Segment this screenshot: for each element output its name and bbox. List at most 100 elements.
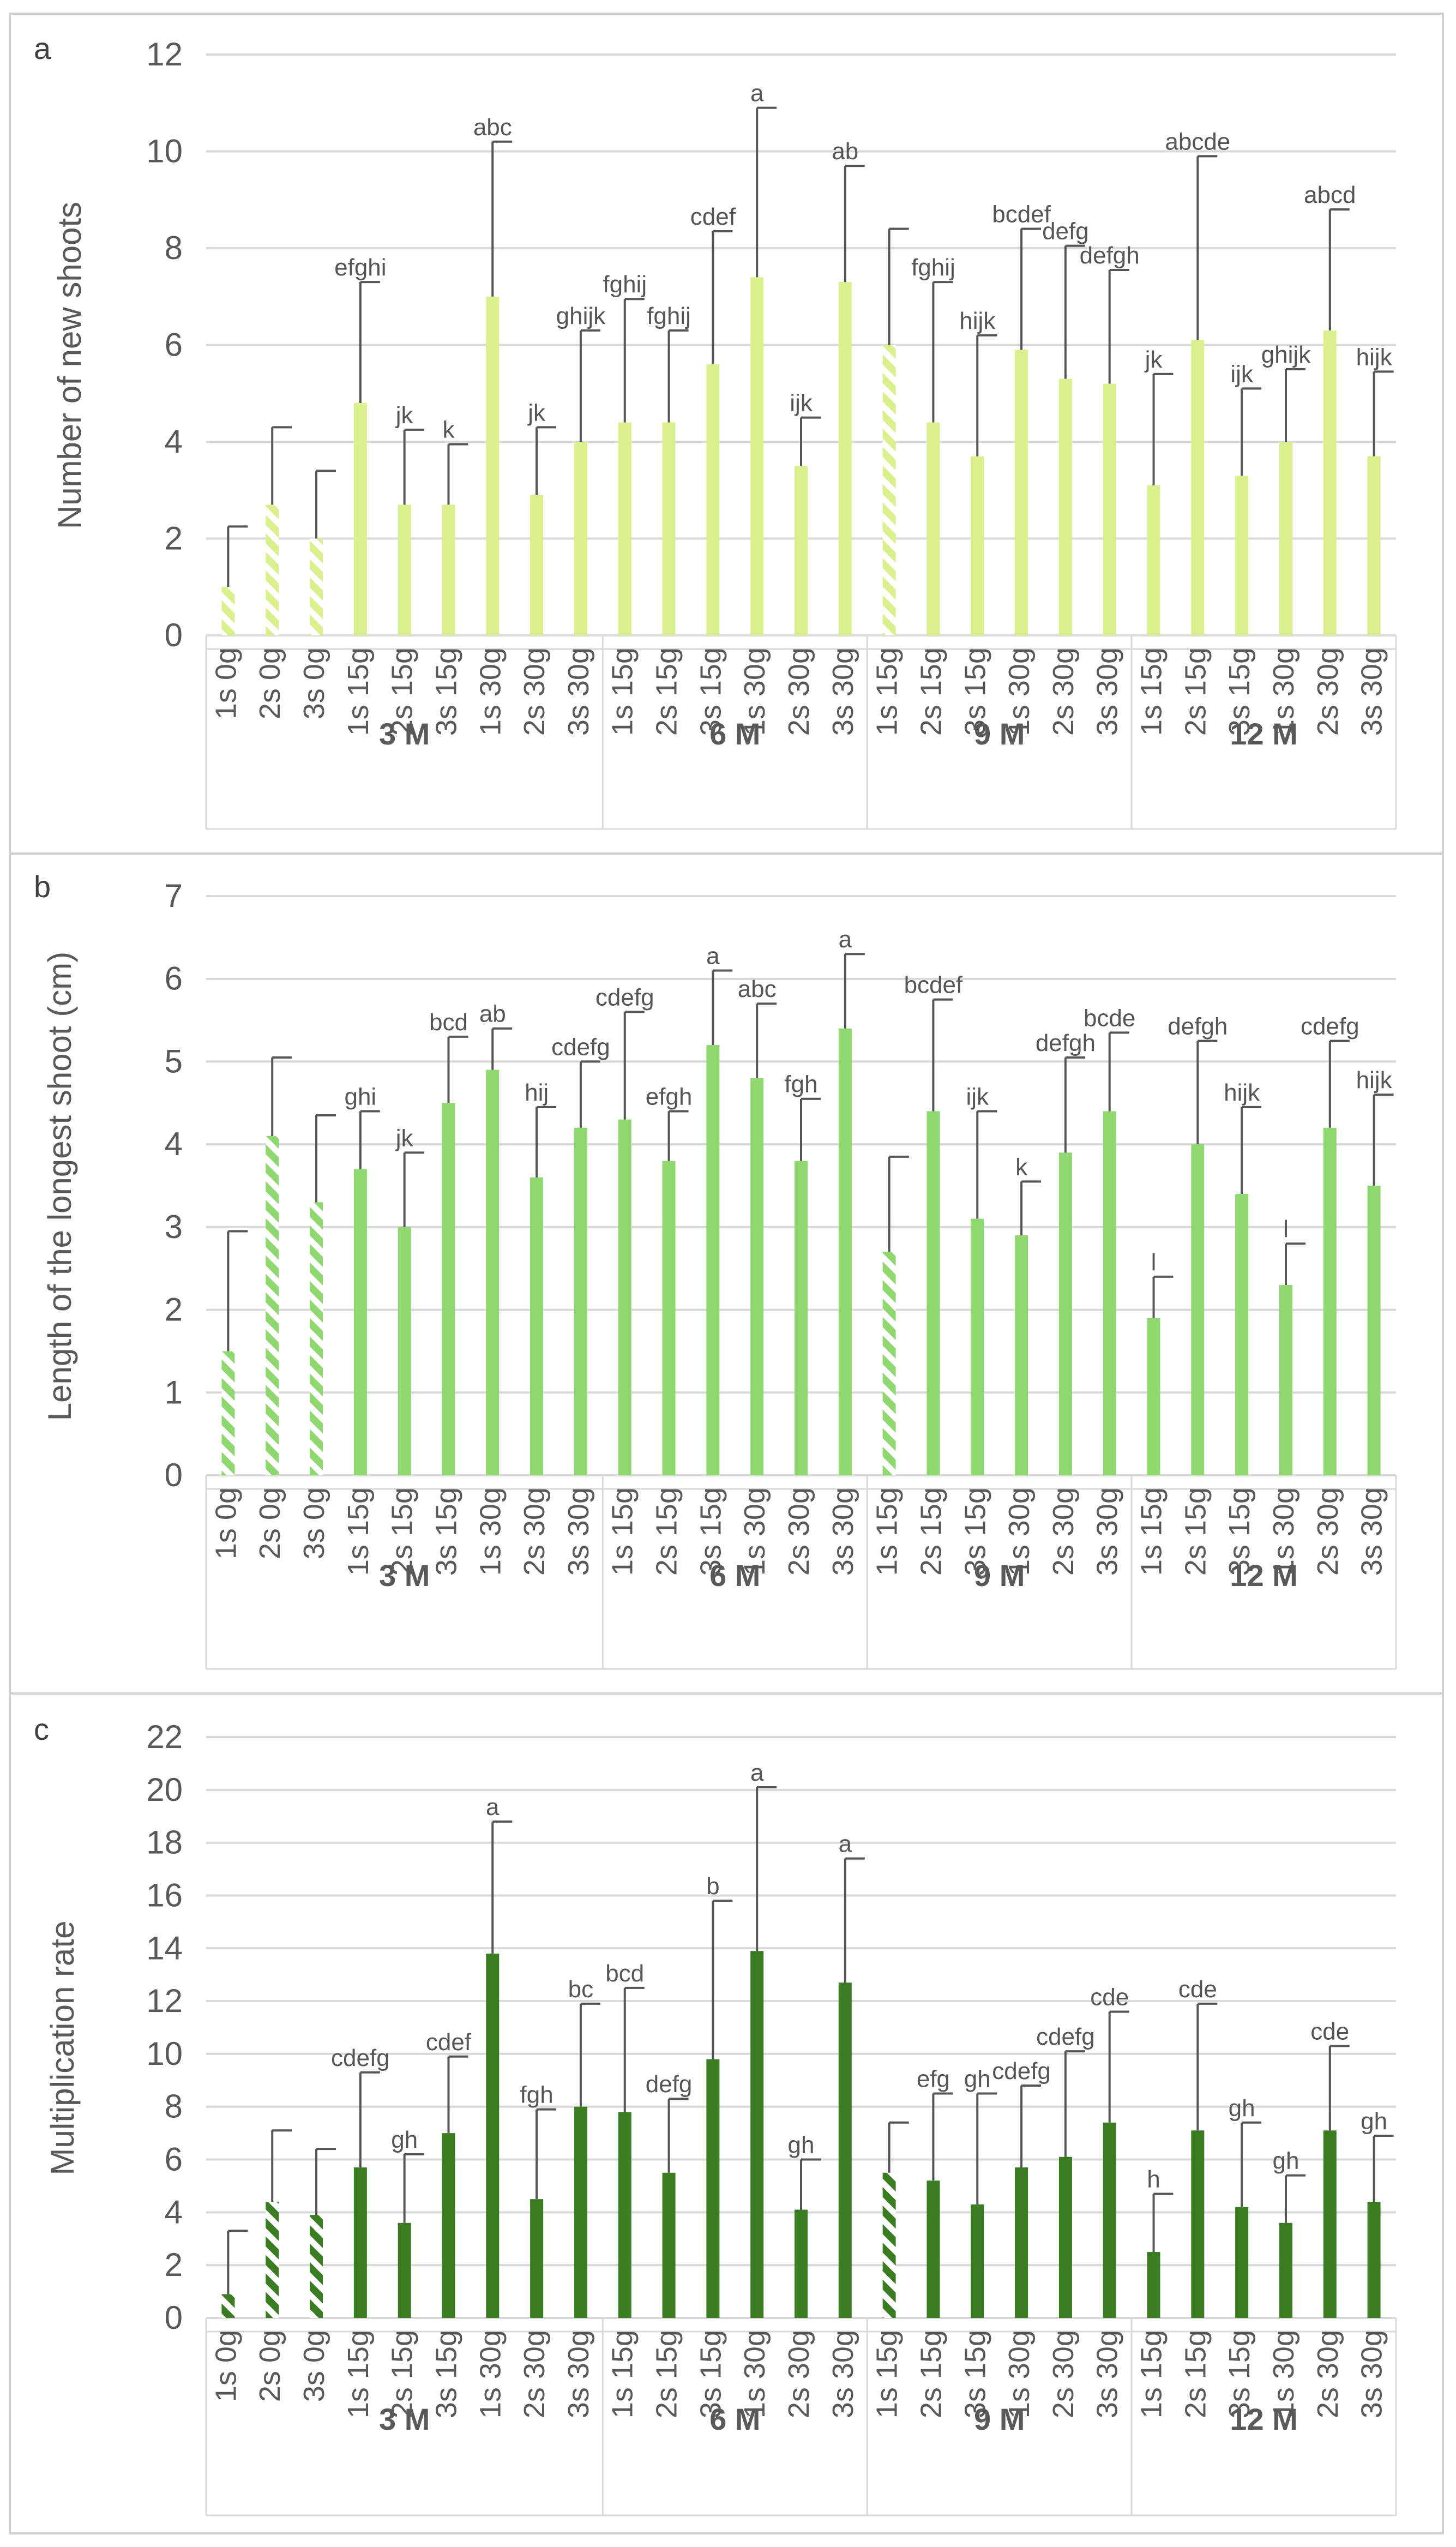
significance-letter-b-19: defgh [1036, 1030, 1096, 1056]
x-tick-label-c-24: 1s 30g [1267, 2330, 1300, 2418]
significance-letter-a-11: cdef [690, 203, 736, 230]
x-tick-label-a-0: 1s 0g [209, 647, 242, 719]
panel-c-frame [9, 1692, 1444, 2534]
bar-a-22 [1191, 340, 1205, 635]
panel-c-label: c [34, 1712, 49, 1746]
bar-a-21 [1147, 485, 1160, 635]
x-tick-label-b-6: 1s 30g [474, 1487, 507, 1576]
bar-a-14 [838, 282, 852, 635]
x-tick-label-a-4: 2s 15g [386, 647, 419, 736]
significance-letter-a-23: ijk [1230, 361, 1254, 387]
x-tick-label-c-14: 3s 30g [827, 2330, 859, 2418]
bar-c-15 [882, 2172, 896, 2318]
panel-b-label: b [34, 869, 51, 904]
significance-letter-a-12: a [750, 80, 764, 107]
significance-letter-c-10: defg [646, 2071, 693, 2098]
y-tick-label-a-3: 6 [165, 327, 183, 363]
x-tick-label-a-22: 2s 15g [1179, 647, 1212, 736]
x-tick-label-c-5: 3s 15g [430, 2330, 462, 2418]
bar-b-26 [1367, 1186, 1381, 1475]
bar-b-24 [1279, 1285, 1292, 1475]
bar-c-17 [971, 2204, 984, 2318]
bar-a-13 [795, 466, 808, 635]
significance-letter-b-22: defgh [1168, 1013, 1228, 1040]
x-tick-label-b-22: 2s 15g [1179, 1487, 1212, 1576]
x-tick-label-a-6: 1s 30g [474, 647, 507, 736]
bar-a-6 [486, 296, 500, 635]
significance-letter-c-11: b [706, 1873, 719, 1900]
y-tick-label-c-9: 18 [146, 1824, 183, 1861]
significance-letter-b-14: a [839, 926, 852, 953]
y-tick-label-b-4: 4 [165, 1126, 183, 1162]
bar-c-2 [310, 2215, 323, 2318]
x-tick-label-b-1: 2s 0g [254, 1487, 286, 1559]
x-tick-label-c-11: 3s 15g [694, 2330, 727, 2418]
x-tick-label-b-12: 1s 30g [738, 1487, 771, 1576]
bar-b-5 [442, 1103, 455, 1475]
significance-letter-a-9: fghij [603, 271, 647, 298]
x-tick-label-b-23: 3s 15g [1223, 1487, 1256, 1576]
x-tick-label-b-5: 3s 15g [430, 1487, 462, 1576]
significance-letter-b-4: jk [395, 1125, 414, 1151]
y-tick-label-c-6: 12 [146, 1983, 183, 2019]
bar-a-0 [221, 587, 235, 635]
x-tick-label-c-1: 2s 0g [254, 2330, 286, 2402]
significance-letter-b-12: abc [738, 976, 777, 1002]
x-tick-label-a-5: 3s 15g [430, 647, 462, 736]
significance-letter-b-16: bcdef [904, 972, 963, 999]
bar-c-12 [750, 1951, 764, 2318]
significance-letter-b-20: bcde [1084, 1005, 1135, 1031]
y-tick-label-c-5: 10 [146, 2035, 183, 2072]
significance-letter-a-26: hijk [1356, 344, 1393, 370]
bar-b-16 [926, 1111, 940, 1475]
x-tick-label-c-21: 1s 15g [1135, 2330, 1168, 2418]
significance-letter-c-16: efg [917, 2066, 950, 2093]
significance-letter-b-10: efgh [646, 1083, 693, 1110]
bar-c-5 [442, 2133, 455, 2318]
x-tick-label-b-19: 2s 30g [1047, 1487, 1080, 1576]
bar-a-11 [706, 364, 720, 635]
x-tick-label-c-13: 2s 30g [783, 2330, 815, 2418]
y-tick-label-b-6: 6 [165, 960, 183, 997]
x-tick-label-c-26: 3s 30g [1356, 2330, 1388, 2418]
x-tick-label-a-8: 3s 30g [562, 647, 595, 736]
bar-a-18 [1015, 350, 1028, 635]
panel-c-y-axis-title: Multiplication rate [44, 1921, 81, 2176]
significance-letter-c-12: a [750, 1759, 764, 1786]
bar-c-25 [1323, 2130, 1337, 2318]
x-tick-label-c-18: 1s 30g [1003, 2330, 1036, 2418]
significance-letter-b-3: ghi [344, 1083, 376, 1110]
significance-letter-b-6: ab [479, 1001, 506, 1028]
bar-c-0 [221, 2294, 235, 2318]
bar-c-10 [662, 2172, 676, 2318]
x-tick-label-b-10: 2s 15g [651, 1487, 683, 1576]
significance-letter-c-3: cdefg [331, 2045, 390, 2071]
bar-b-10 [662, 1161, 676, 1475]
significance-letter-c-9: bcd [605, 1960, 644, 1987]
significance-letter-c-26: gh [1361, 2108, 1387, 2135]
bar-c-18 [1015, 2167, 1028, 2318]
y-tick-label-a-6: 12 [146, 36, 183, 73]
bar-c-26 [1367, 2202, 1381, 2318]
significance-letter-b-9: cdefg [595, 984, 654, 1011]
x-tick-label-a-11: 3s 15g [694, 647, 727, 736]
bar-b-7 [530, 1177, 544, 1475]
significance-letter-c-18: cdefg [992, 2058, 1051, 2085]
x-tick-label-a-23: 3s 15g [1223, 647, 1256, 736]
bar-a-26 [1367, 456, 1381, 635]
bar-c-23 [1235, 2207, 1249, 2318]
x-tick-label-c-17: 3s 15g [959, 2330, 991, 2418]
bar-c-13 [795, 2209, 808, 2318]
significance-letter-a-14: ab [832, 138, 858, 165]
x-tick-label-c-16: 2s 15g [914, 2330, 947, 2418]
bar-b-2 [310, 1202, 323, 1475]
bar-c-19 [1058, 2156, 1072, 2318]
x-tick-label-b-3: 1s 15g [342, 1487, 375, 1576]
x-tick-label-a-1: 2s 0g [254, 647, 286, 719]
bar-b-0 [221, 1351, 235, 1475]
x-tick-label-b-20: 3s 30g [1091, 1487, 1124, 1576]
x-tick-label-a-12: 1s 30g [738, 647, 771, 736]
significance-letter-a-7: jk [527, 399, 546, 426]
bar-c-4 [398, 2222, 411, 2318]
